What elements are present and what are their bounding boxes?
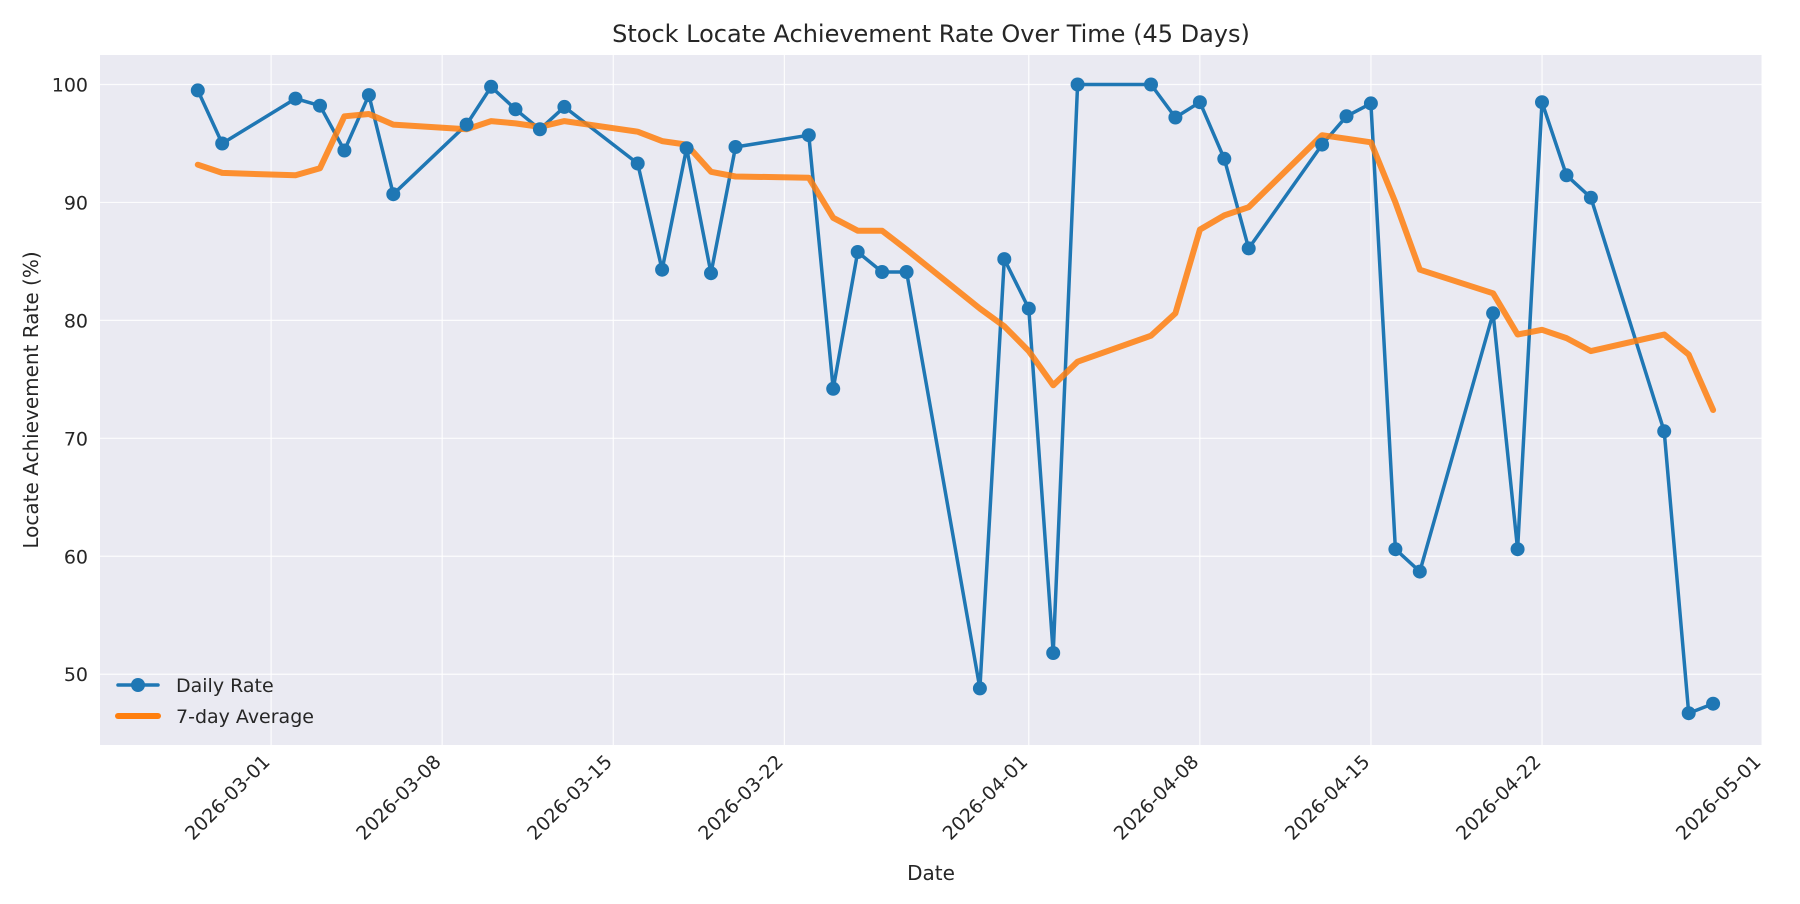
daily-rate-point [1070, 77, 1085, 92]
y-tick-label: 80 [64, 310, 88, 332]
x-tick-label: 2026-03-08 [352, 751, 446, 845]
daily-rate-point [337, 143, 352, 158]
daily-rate-point [532, 122, 547, 137]
daily-rate-point [386, 187, 401, 202]
legend-marker [131, 678, 145, 692]
x-tick-label: 2026-04-08 [1110, 751, 1204, 845]
daily-rate-point [1363, 96, 1378, 111]
daily-rate-point [1217, 151, 1232, 166]
x-tick-label: 2026-05-01 [1672, 751, 1766, 845]
daily-rate-point [190, 83, 205, 98]
daily-rate-point [1583, 190, 1598, 205]
daily-rate-point [1021, 301, 1036, 316]
legend-label: Daily Rate [176, 675, 274, 697]
daily-rate-point [1412, 564, 1427, 579]
chart-title: Stock Locate Achievement Rate Over Time … [612, 20, 1250, 48]
daily-rate-point [1315, 137, 1330, 152]
daily-rate-point [1144, 77, 1158, 92]
y-axis-label: Locate Achievement Rate (%) [19, 251, 43, 548]
x-tick-label: 2026-03-22 [694, 751, 788, 845]
daily-rate-point [1241, 241, 1256, 256]
x-tick-label: 2026-04-15 [1281, 751, 1375, 845]
daily-rate-point [1559, 168, 1574, 183]
daily-rate-point [630, 156, 645, 171]
daily-rate-point [361, 88, 376, 103]
daily-rate-point [1046, 646, 1061, 660]
x-axis-label: Date [907, 861, 955, 885]
daily-rate-point [1339, 109, 1354, 124]
x-tick-label: 2026-03-15 [523, 751, 617, 845]
y-tick-label: 70 [64, 428, 88, 450]
y-tick-label: 100 [52, 74, 88, 96]
daily-rate-point [801, 128, 816, 143]
daily-rate-point [1681, 706, 1696, 721]
y-tick-label: 60 [64, 546, 88, 568]
daily-rate-point [704, 266, 718, 281]
daily-rate-point [557, 99, 572, 114]
daily-rate-point [728, 140, 743, 154]
plot-area [100, 55, 1762, 745]
series-layer [190, 77, 1721, 721]
daily-rate-point [850, 245, 865, 259]
daily-rate-point [459, 117, 474, 132]
x-tick-label: 2026-04-22 [1452, 751, 1546, 845]
x-tick-label: 2026-03-01 [181, 751, 275, 845]
daily-rate-point [679, 141, 694, 156]
daily-rate-point [508, 102, 523, 117]
daily-rate-point [655, 262, 670, 277]
y-tick-label: 50 [64, 664, 88, 686]
daily-rate-point [313, 98, 327, 113]
legend: Daily Rate 7-day Average [115, 675, 314, 728]
daily-rate-point [1706, 696, 1721, 711]
daily-rate-point [1168, 110, 1183, 125]
daily-rate-point [1657, 424, 1672, 439]
daily-rate-point [875, 265, 890, 279]
grid-lines [100, 55, 1763, 745]
legend-label: 7-day Average [176, 706, 314, 728]
daily-rate-point [1535, 95, 1549, 110]
daily-rate-point [972, 681, 987, 696]
daily-rate-point [1486, 306, 1501, 321]
seven-day-average-line [194, 111, 1717, 413]
daily-rate-point [997, 252, 1012, 267]
daily-rate-point [826, 381, 841, 396]
daily-rate-point [1510, 542, 1525, 557]
daily-rate-point [215, 136, 230, 151]
daily-rate-point [484, 79, 499, 94]
x-tick-label: 2026-04-01 [939, 751, 1033, 845]
daily-rate-point [1192, 95, 1207, 110]
daily-rate-point [899, 265, 914, 279]
y-tick-label: 90 [64, 192, 88, 214]
daily-rate-point [288, 91, 303, 106]
daily-rate-point [1388, 542, 1403, 557]
